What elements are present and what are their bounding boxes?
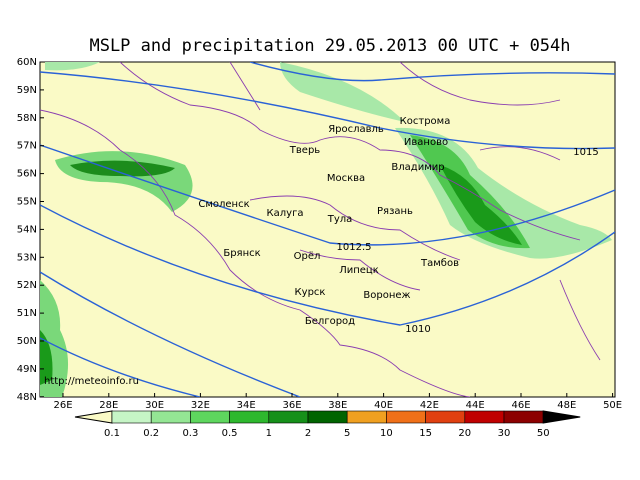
latitude-label: 54N: [17, 224, 37, 235]
city-label: Курск: [295, 287, 326, 298]
isobar-label: 1015: [573, 147, 598, 158]
city-label: Иваново: [404, 137, 448, 148]
latitude-label: 56N: [17, 169, 37, 180]
city-label: Калуга: [267, 208, 304, 219]
colorbar-segment: [111, 410, 152, 424]
longitude-label: 46E: [511, 400, 530, 411]
latitude-label: 57N: [17, 141, 37, 152]
colorbar-label: 1: [266, 428, 272, 439]
colorbar-segment: [346, 410, 387, 424]
latitude-label: 53N: [17, 252, 37, 263]
latitude-label: 51N: [17, 308, 37, 319]
colorbar-segment: [503, 410, 544, 424]
longitude-label: 34E: [237, 400, 256, 411]
latitude-label: 50N: [17, 336, 37, 347]
colorbar-label: 15: [419, 428, 432, 439]
latitude-label: 59N: [17, 85, 37, 96]
colorbar-segment: [307, 410, 348, 424]
city-label: Брянск: [223, 248, 260, 259]
colorbar-segment: [268, 410, 309, 424]
colorbar-label: 2: [305, 428, 311, 439]
longitude-label: 48E: [557, 400, 576, 411]
longitude-label: 30E: [145, 400, 164, 411]
latitude-label: 48N: [17, 392, 37, 403]
city-label: Тамбов: [420, 258, 459, 269]
longitude-label: 40E: [374, 400, 393, 411]
colorbar-segment: [150, 410, 191, 424]
colorbar-segment: [229, 410, 270, 424]
colorbar-segment: [425, 410, 466, 424]
colorbar-label: 30: [498, 428, 511, 439]
colorbar-label: 0.5: [222, 428, 238, 439]
colorbar-label: 0.2: [143, 428, 159, 439]
city-label: Москва: [327, 173, 365, 184]
isobar-label: 1012.5: [337, 242, 372, 253]
city-label: Владимир: [391, 162, 444, 173]
latitude-label: 60N: [17, 57, 37, 68]
latitude-label: 58N: [17, 113, 37, 124]
title: MSLP and precipitation 29.05.2013 00 UTC…: [89, 36, 570, 56]
city-label: Липецк: [339, 265, 379, 276]
city-label: Рязань: [377, 206, 413, 217]
colorbar-label: 0.1: [104, 428, 120, 439]
isobars: [40, 62, 615, 397]
latitude-label: 55N: [17, 197, 37, 208]
colorbar-label: 5: [344, 428, 350, 439]
precipitation: [40, 62, 612, 397]
colorbar-segment: [386, 410, 426, 424]
colorbar-label: 50: [537, 428, 550, 439]
colorbar-label: 10: [380, 428, 393, 439]
city-label: Тверь: [289, 145, 321, 156]
longitude-label: 36E: [282, 400, 301, 411]
colorbar-low: [74, 410, 113, 424]
longitude-label: 26E: [53, 400, 72, 411]
longitude-label: 38E: [328, 400, 347, 411]
city-label: Смоленск: [198, 199, 249, 210]
longitude-label: 28E: [99, 400, 118, 411]
colorbar-segment: [190, 410, 230, 424]
longitude-label: 44E: [466, 400, 485, 411]
colorbar-high: [542, 410, 581, 424]
latitude-label: 49N: [17, 364, 37, 375]
city-label: Воронеж: [363, 290, 410, 301]
city-label: Тула: [327, 214, 353, 225]
city-label: Орёл: [294, 251, 321, 262]
city-label: Белгород: [305, 316, 355, 327]
colorbar-label: 20: [458, 428, 471, 439]
colorbar-label: 0.3: [182, 428, 198, 439]
longitude-label: 32E: [191, 400, 210, 411]
colorbar-segment: [464, 410, 505, 424]
isobar-label: 1010: [405, 324, 430, 335]
longitude-label: 42E: [420, 400, 439, 411]
city-label: Кострома: [400, 116, 451, 127]
colorbar: 0.1 0.2 0.3 0.5 1 2 5 10 15 20 30 50: [74, 410, 581, 439]
borders: [40, 62, 601, 397]
website: http://meteoinfo.ru: [44, 376, 139, 387]
map: [39, 61, 616, 398]
longitude-label: 50E: [603, 400, 622, 411]
latitude-label: 52N: [17, 280, 37, 291]
city-label: Ярославль: [328, 124, 384, 135]
